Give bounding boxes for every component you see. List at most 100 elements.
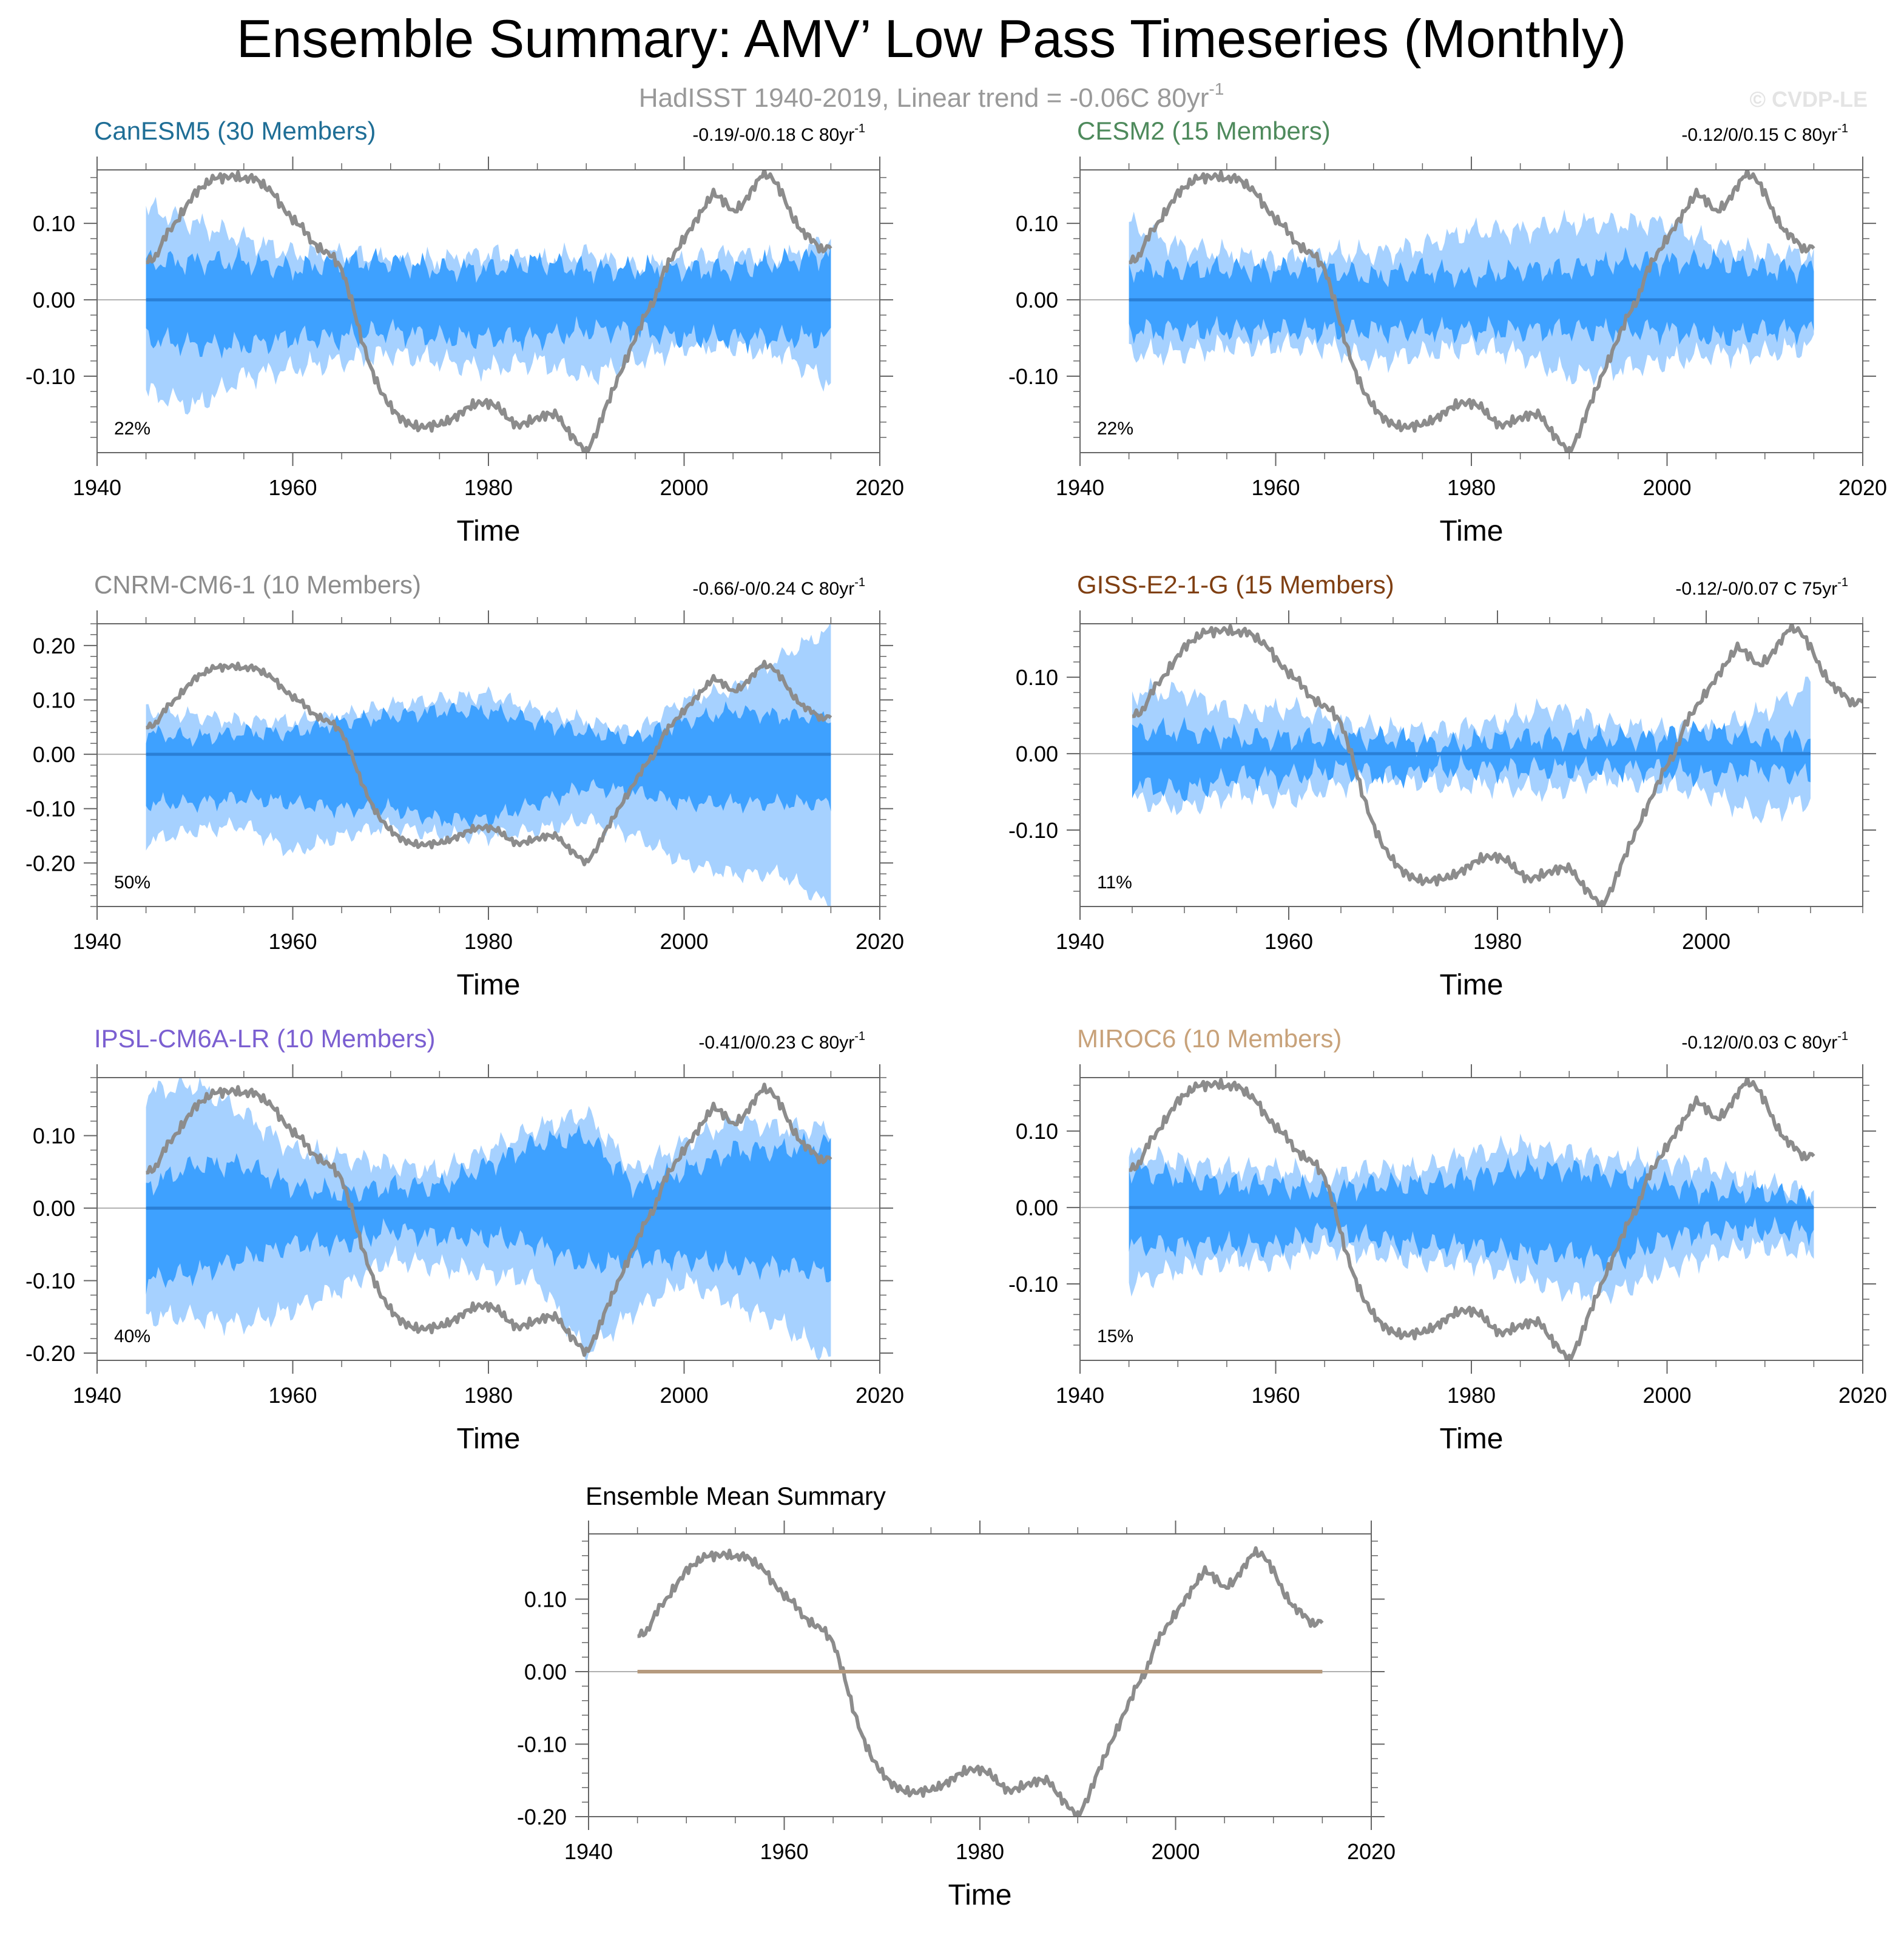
panel-trend-superscript: -1 [854,122,865,135]
panel-0-xtick-label: 1980 [464,475,513,500]
summary-xtick-label: 2000 [1151,1839,1200,1864]
panel-percent-label: 15% [1097,1326,1133,1346]
panel-0-observations-line [146,170,832,453]
panel-percent-label: 40% [114,1326,150,1346]
panel-trend-text: -0.41/0/0.23 C 80yr-1 [698,1030,865,1053]
panel-1-xtick-label: 2000 [1642,475,1691,500]
panel-3-xtick-label: 2000 [1682,929,1730,954]
panel-4-xlabel: Time [457,1423,521,1455]
figure-title: Ensemble Summary: AMV’ Low Pass Timeseri… [237,8,1626,69]
panel-3-xtick-label: 1960 [1264,929,1313,954]
panel-4-observations-line [146,1082,832,1357]
panel-percent-label: 50% [114,873,150,893]
panel-trend-text: -0.12/0/0.03 C 80yr-1 [1681,1030,1848,1053]
panel-title: MIROC6 (10 Members) [1077,1024,1342,1053]
panel-title: CNRM-CM6-1 (10 Members) [94,570,421,599]
watermark: © CVDP-LE [1749,87,1868,112]
panel-2-ytick-label: 0.10 [33,687,75,712]
panel-2-xlabel: Time [457,969,521,1001]
panel-4-ytick-label: 0.00 [33,1196,75,1221]
summary-ticks [575,1521,1385,1830]
panel-0-xtick-label: 2020 [856,475,904,500]
panel-1-xlabel: Time [1440,515,1504,547]
panel-5-inner-band [1129,1154,1814,1272]
panel-trend-value: -0.12/0/0.15 C 80yr [1681,125,1837,145]
panel-canesm5: 1940 1960 1980 2000 2020 0.10 0.00 -0.10 Time Can… [25,116,904,547]
panel-1-ticks [1067,157,1876,466]
panel-3-ticks [1067,610,1876,920]
panel-1-xtick-label: 1940 [1056,475,1104,500]
panel-trend-text: -0.66/-0/0.24 C 80yr-1 [692,576,865,599]
summary-xtick-label: 2020 [1347,1839,1396,1864]
panel-trend-text: -0.12/-0/0.07 C 75yr-1 [1675,576,1848,599]
panel-1-ytick-label: 0.10 [1016,211,1058,236]
panel-2-xtick-label: 1960 [268,929,317,954]
subtitle-text: HadISST 1940-2019, Linear trend = -0.06C… [639,83,1209,113]
panel-trend-value: -0.19/-0/0.18 C 80yr [692,125,854,145]
panel-trend-superscript: -1 [854,576,865,589]
panel-3-plot-area [1080,624,1863,907]
panel-2-xtick-label: 2000 [660,929,708,954]
panel-trend-value: -0.41/0/0.23 C 80yr [698,1033,854,1053]
summary-plot-area [589,1546,1371,1817]
panel-4-ytick-label: 0.10 [33,1124,75,1149]
panel-percent-label: 22% [1097,419,1133,439]
summary-xtick-label: 1960 [760,1839,808,1864]
panel-4-ticks [84,1064,893,1374]
panel-giss-e2-1-g: 1940 1960 1980 2000 0.10 0.00 -0.10 Time GISS-E2… [1008,570,1876,1001]
panel-0-inner-band [146,244,831,359]
panel-2-ytick-label: 0.20 [33,633,75,658]
summary-title: Ensemble Mean Summary [586,1482,886,1510]
panel-0-xlabel: Time [457,515,521,547]
panel-3-ytick-label: 0.10 [1016,665,1058,690]
panel-4-xtick-label: 1940 [73,1383,121,1408]
panel-title: CESM2 (15 Members) [1077,116,1331,145]
panel-5-ytick-label: 0.10 [1016,1119,1058,1144]
summary-observations-line [637,1546,1324,1817]
panel-0-ytick-label: -0.10 [25,364,75,389]
panel-0-plot-area [97,170,880,453]
panel-2-ytick-label: 0.00 [33,742,75,767]
panel-5-ticks [1067,1064,1876,1374]
panel-1-observations-line [1129,170,1815,453]
panel-percent-label: 11% [1097,873,1132,893]
panel-trend-superscript: -1 [1837,122,1848,135]
panel-5-observations-line [1129,1078,1815,1360]
summary-ytick-label: 0.00 [524,1659,567,1684]
panel-0-xtick-label: 1940 [73,475,121,500]
panel-trend-superscript: -1 [854,1030,865,1043]
panels: 1940 1960 1980 2000 2020 0.10 0.00 -0.10 Time Can… [25,116,1887,1455]
panel-trend-text: -0.19/-0/0.18 C 80yr-1 [692,122,865,145]
panel-0-ytick-label: 0.00 [33,288,75,312]
summary-ytick-label: -0.10 [517,1732,567,1757]
summary-ytick-label: -0.20 [517,1805,567,1829]
panel-0-ytick-label: 0.10 [33,211,75,236]
panel-2-plot-area [97,624,880,907]
summary-ytick-label: 0.10 [524,1587,567,1612]
panel-cesm2: 1940 1960 1980 2000 2020 0.10 0.00 -0.10 Time CES… [1008,116,1887,547]
panel-3-ytick-label: -0.10 [1008,818,1058,843]
panel-2-ytick-label: -0.20 [25,851,75,876]
panel-3-xtick-label: 1940 [1056,929,1104,954]
panel-1-xtick-label: 1960 [1251,475,1300,500]
panel-4-inner-band [146,1124,831,1295]
panel-1-inner-band [1129,247,1814,346]
panel-trend-value: -0.12/-0/0.07 C 75yr [1675,579,1837,599]
panel-ipsl-cm6a-lr: 1940 1960 1980 2000 2020 0.10 0.00 -0.10 -0.20 Ti… [25,1024,904,1455]
panel-2-xtick-label: 1980 [464,929,513,954]
panel-title: CanESM5 (30 Members) [94,116,376,145]
panel-4-xtick-label: 1980 [464,1383,513,1408]
panel-5-ytick-label: 0.00 [1016,1195,1058,1220]
panel-title: IPSL-CM6A-LR (10 Members) [94,1024,435,1053]
panel-4-xtick-label: 1960 [268,1383,317,1408]
panel-2-ticks [84,610,893,920]
panel-4-xtick-label: 2020 [856,1383,904,1408]
panel-5-xtick-label: 1940 [1056,1383,1104,1408]
panel-trend-value: -0.66/-0/0.24 C 80yr [692,579,854,599]
panel-0-ticks [84,157,893,466]
panel-5-xtick-label: 1960 [1251,1383,1300,1408]
panel-0-xtick-label: 2000 [660,475,708,500]
panel-percent-label: 22% [114,419,150,439]
panel-trend-value: -0.12/0/0.03 C 80yr [1681,1033,1837,1053]
panel-1-ytick-label: -0.10 [1008,364,1058,389]
